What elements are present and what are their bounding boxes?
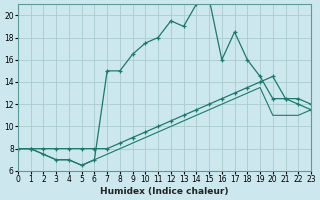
X-axis label: Humidex (Indice chaleur): Humidex (Indice chaleur)	[100, 187, 229, 196]
